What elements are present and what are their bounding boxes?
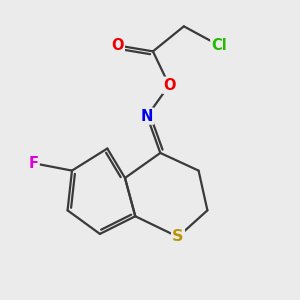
Text: F: F bbox=[29, 156, 39, 171]
Text: Cl: Cl bbox=[211, 38, 227, 53]
Text: O: O bbox=[111, 38, 124, 53]
Text: S: S bbox=[172, 230, 184, 244]
Text: N: N bbox=[141, 109, 153, 124]
Text: O: O bbox=[163, 78, 175, 93]
